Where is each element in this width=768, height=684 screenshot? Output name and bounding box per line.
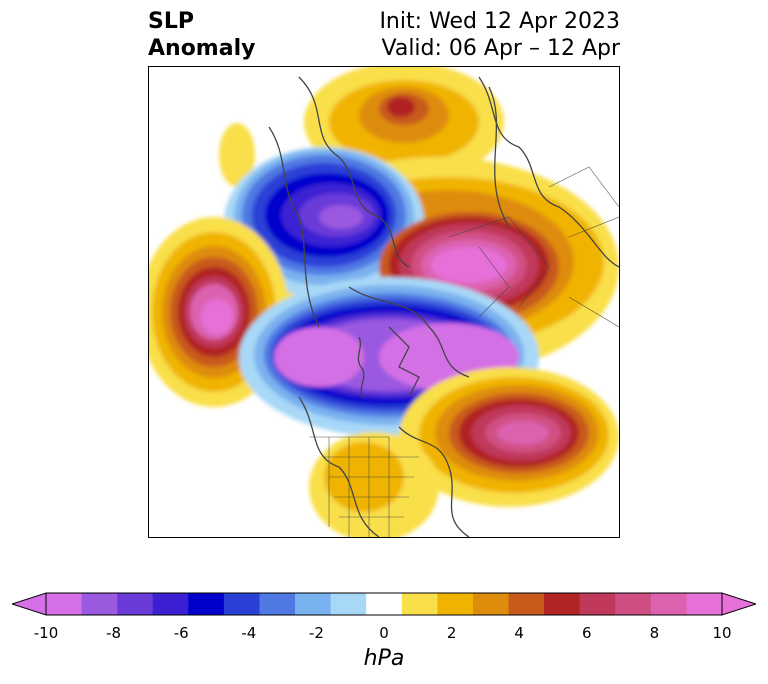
- colorbar-swatch: [472, 593, 510, 615]
- colorbar-tick-label: 10: [712, 624, 732, 642]
- map-panel: [148, 66, 620, 538]
- colorbar-tick-label: 0: [379, 624, 389, 642]
- colorbar-swatch: [401, 593, 438, 615]
- colorbar-tick-label: 2: [446, 624, 457, 642]
- colorbar-tick-label: 6: [582, 624, 592, 642]
- colorbar-unit: hPa: [363, 646, 405, 671]
- colorbar-graphic: [10, 592, 758, 616]
- colorbar-swatch: [152, 593, 189, 615]
- colorbar-swatch: [81, 593, 118, 615]
- colorbar-swatch: [686, 593, 723, 615]
- colorbar-outline: [45, 592, 723, 616]
- colorbar-tick-label: 8: [649, 624, 660, 642]
- colorbar-swatch: [330, 593, 367, 615]
- colorbar-swatch: [508, 593, 545, 615]
- colorbar-swatch: [437, 593, 474, 615]
- colorbar-swatch: [544, 593, 581, 615]
- colorbar-tick-label: -2: [308, 624, 324, 642]
- colorbar: [10, 592, 758, 620]
- date-info: Init: Wed 12 Apr 2023 Valid: 06 Apr – 12…: [379, 8, 620, 62]
- colorbar-tick-label: 4: [514, 624, 524, 642]
- colorbar-tick-label: -6: [173, 624, 189, 642]
- colorbar-tick-label: -10: [33, 624, 59, 642]
- colorbar-swatch: [188, 593, 225, 615]
- colorbar-swatch: [46, 593, 83, 615]
- colorbar-swatch: [223, 593, 260, 615]
- valid-range: Valid: 06 Apr – 12 Apr: [381, 36, 621, 61]
- colorbar-swatch: [650, 593, 687, 615]
- colorbar-swatch: [366, 593, 403, 615]
- colorbar-extend-min: [10, 592, 47, 616]
- init-date: Init: Wed 12 Apr 2023: [379, 9, 620, 34]
- colorbar-swatch: [295, 593, 332, 615]
- colorbar-swatch: [117, 593, 154, 615]
- map-title: SLP Anomaly: [148, 8, 255, 62]
- colorbar-swatch: [259, 593, 296, 615]
- colorbar-tick-label: -4: [241, 624, 257, 642]
- colorbar-tick-label: -8: [106, 624, 122, 642]
- coastlines: [268, 76, 619, 537]
- colorbar-extend-max: [721, 592, 758, 616]
- title-line-2: Anomaly: [148, 36, 256, 61]
- political-borders: [309, 166, 619, 537]
- colorbar-swatch: [579, 593, 616, 615]
- title-line-1: SLP: [148, 9, 194, 34]
- anomaly-map: [149, 67, 619, 537]
- colorbar-swatch: [615, 593, 652, 615]
